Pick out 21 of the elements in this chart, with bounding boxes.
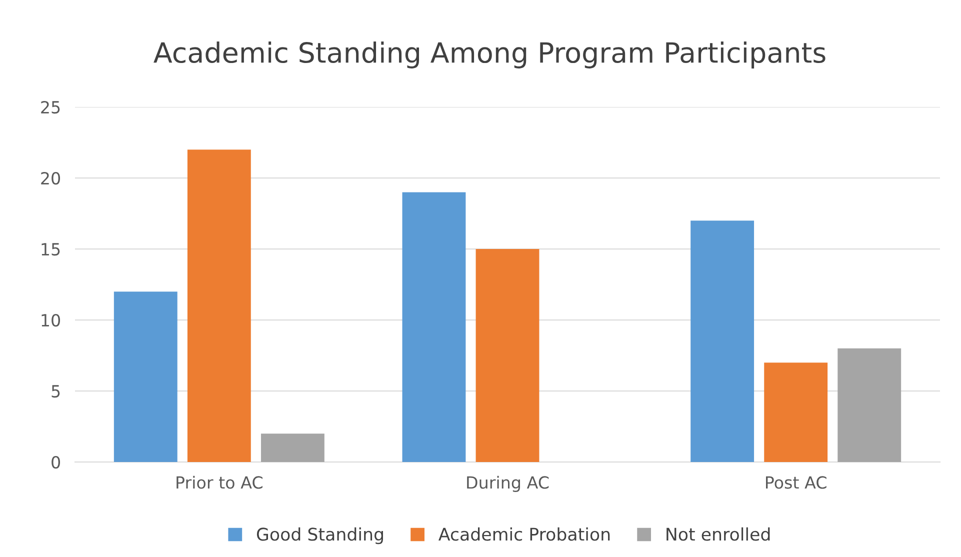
x-tick-label: During AC (467, 476, 549, 492)
bar (838, 348, 902, 462)
y-tick-label: 0 (52, 456, 60, 469)
x-tick-label: Post AC (766, 476, 826, 489)
legend-label: Not enrolled (666, 527, 770, 541)
y-tick-label: 20 (41, 172, 60, 185)
bar (187, 150, 251, 462)
bar (114, 292, 178, 462)
bar (402, 192, 466, 462)
bar (476, 249, 540, 462)
y-tick-label: 10 (42, 314, 60, 327)
bar (764, 362, 828, 462)
legend-label: Good Standing (256, 527, 383, 544)
y-tick-label: 5 (52, 385, 60, 398)
x-tick-label: Prior to AC (176, 476, 262, 489)
chart-title: Academic Standing Among Program Participants (154, 42, 826, 68)
y-tick-label: 15 (42, 243, 60, 256)
y-tick-label: 25 (41, 100, 60, 114)
bar (260, 434, 324, 462)
legend-label: Academic Probation (438, 527, 610, 541)
bar (690, 220, 754, 462)
